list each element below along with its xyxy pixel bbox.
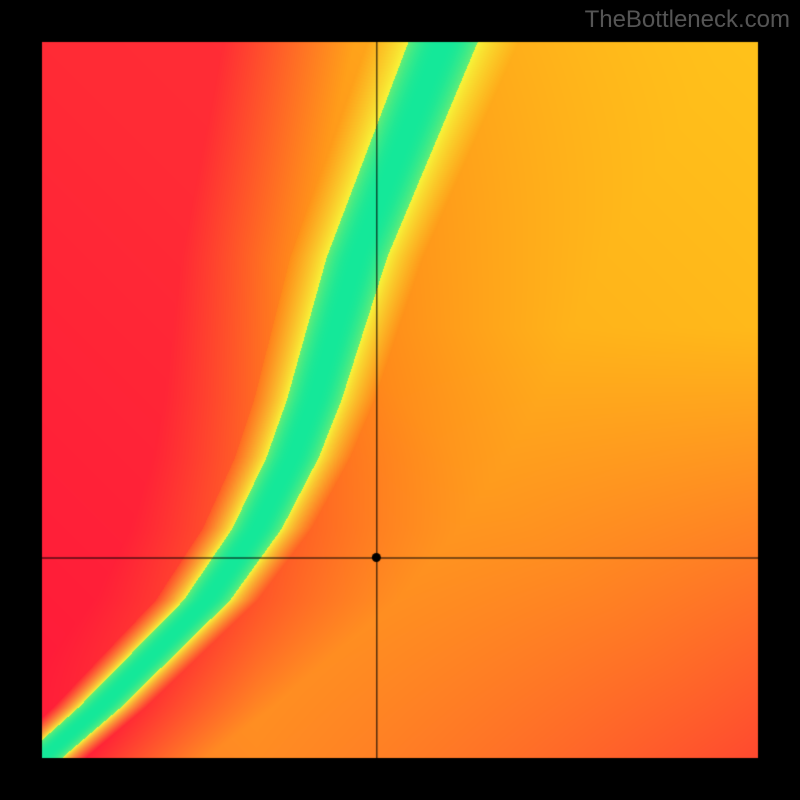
chart-container: TheBottleneck.com (0, 0, 800, 800)
bottleneck-heatmap (0, 0, 800, 800)
watermark-text: TheBottleneck.com (585, 6, 790, 34)
